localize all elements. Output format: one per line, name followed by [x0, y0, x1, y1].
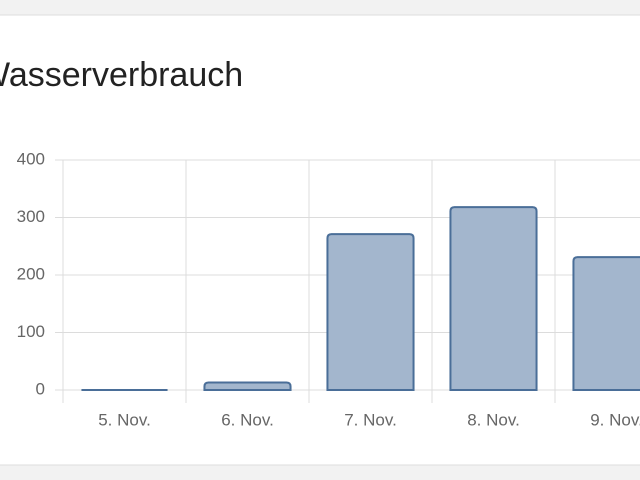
x-tick-label: 8. Nov. [467, 410, 520, 429]
y-tick-label: 400 [17, 149, 45, 168]
chart-title: Wasserverbrauch [0, 56, 243, 94]
x-tick-label: 6. Nov. [221, 410, 274, 429]
bar [326, 233, 415, 391]
y-tick-label: 200 [17, 264, 45, 283]
y-tick-label: 300 [17, 207, 45, 226]
x-tick-label: 7. Nov. [344, 410, 397, 429]
bar [203, 381, 292, 391]
x-tick-label: 5. Nov. [98, 410, 151, 429]
y-tick-label: 100 [17, 322, 45, 341]
x-tick-label: 9. Nov. [590, 410, 640, 429]
y-tick-label: 0 [36, 379, 45, 398]
bar [572, 256, 640, 391]
bar [449, 206, 538, 391]
